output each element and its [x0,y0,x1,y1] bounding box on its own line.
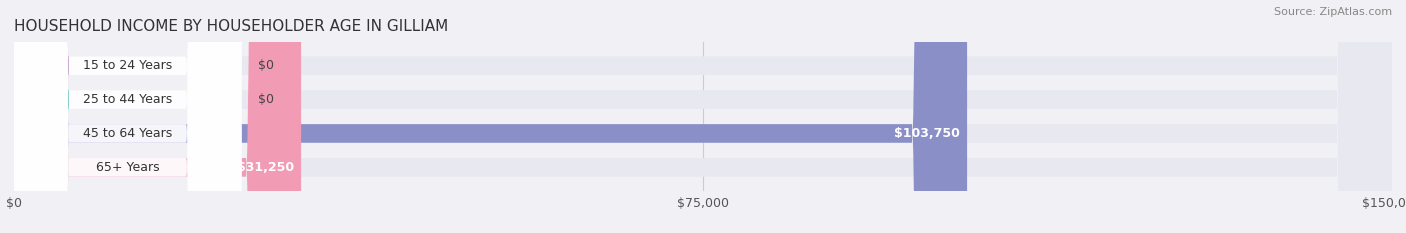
FancyBboxPatch shape [14,0,1392,233]
FancyBboxPatch shape [14,0,1392,233]
Text: HOUSEHOLD INCOME BY HOUSEHOLDER AGE IN GILLIAM: HOUSEHOLD INCOME BY HOUSEHOLDER AGE IN G… [14,19,449,34]
Text: $0: $0 [257,59,274,72]
Text: 25 to 44 Years: 25 to 44 Years [83,93,173,106]
Text: Source: ZipAtlas.com: Source: ZipAtlas.com [1274,7,1392,17]
Text: $31,250: $31,250 [238,161,294,174]
Text: 45 to 64 Years: 45 to 64 Years [83,127,173,140]
Text: 15 to 24 Years: 15 to 24 Years [83,59,173,72]
FancyBboxPatch shape [14,0,242,233]
Text: 65+ Years: 65+ Years [96,161,159,174]
FancyBboxPatch shape [0,0,69,233]
Text: $103,750: $103,750 [894,127,960,140]
FancyBboxPatch shape [14,0,242,233]
FancyBboxPatch shape [14,0,242,233]
FancyBboxPatch shape [14,0,967,233]
FancyBboxPatch shape [0,0,69,233]
FancyBboxPatch shape [14,0,1392,233]
Text: $0: $0 [257,93,274,106]
FancyBboxPatch shape [14,0,242,233]
FancyBboxPatch shape [14,0,301,233]
FancyBboxPatch shape [14,0,1392,233]
